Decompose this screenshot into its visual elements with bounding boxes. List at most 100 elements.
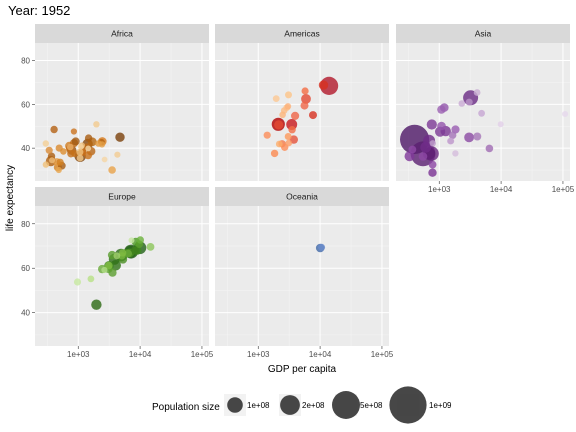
legend: Population size 1e+08 2e+08 5e+08 1e+09	[152, 386, 452, 424]
legend-label: 5e+08	[360, 401, 383, 410]
y-tick-label: 80	[21, 220, 30, 229]
data-point	[76, 154, 84, 162]
data-point	[84, 134, 93, 142]
data-point	[272, 95, 280, 102]
data-point	[285, 91, 292, 99]
data-point	[93, 121, 100, 128]
facet-strip-label: Americas	[284, 29, 319, 39]
data-point	[289, 135, 298, 144]
legend-key-circle	[227, 397, 243, 413]
facet-strip	[35, 187, 209, 206]
data-point	[71, 137, 80, 146]
facet-africa: Africa 40 60 80	[21, 24, 209, 181]
x-tick-label: 1e+05	[552, 185, 575, 194]
plot-title: Year: 1952	[8, 3, 70, 18]
data-point	[429, 140, 436, 147]
data-point	[101, 266, 108, 274]
data-point	[420, 141, 432, 153]
facet-americas: Americas	[215, 24, 389, 181]
x-tick-label: 1e+03	[247, 350, 270, 359]
data-point	[101, 156, 108, 163]
data-point	[146, 243, 155, 251]
x-tick-label: 1e+05	[191, 350, 214, 359]
data-point	[437, 105, 446, 114]
panel-background	[215, 43, 389, 181]
data-point	[98, 141, 106, 148]
data-point	[85, 145, 92, 152]
legend-key-circle	[280, 395, 300, 415]
legend-label: 2e+08	[302, 401, 325, 410]
data-point	[67, 143, 74, 151]
data-point	[50, 125, 58, 134]
data-point	[128, 237, 135, 244]
panel-background	[35, 206, 209, 346]
facet-strip-label: Oceania	[286, 192, 318, 202]
data-point	[42, 161, 50, 168]
data-point	[301, 87, 309, 95]
y-tick-label: 40	[21, 309, 30, 318]
x-tick-label: 1e+03	[67, 350, 90, 359]
data-point	[55, 166, 62, 174]
data-point	[108, 268, 117, 277]
data-point	[485, 144, 494, 153]
data-point	[428, 160, 437, 169]
data-point	[426, 119, 437, 130]
data-point	[288, 126, 296, 134]
legend-key-circle	[332, 391, 360, 419]
x-tick-label: 1e+04	[129, 350, 152, 359]
data-point	[275, 140, 283, 148]
legend-key-circle	[389, 386, 427, 424]
panel-background	[35, 43, 209, 181]
y-tick-label: 60	[21, 264, 30, 273]
legend-entry: 1e+08	[224, 394, 270, 416]
data-point	[291, 111, 300, 120]
data-point	[473, 132, 482, 141]
data-point	[45, 146, 53, 154]
data-point	[136, 236, 144, 244]
legend-entry: 2e+08	[279, 394, 325, 416]
data-point	[270, 149, 279, 158]
data-point	[113, 252, 121, 260]
data-point	[73, 278, 82, 286]
data-point	[418, 152, 428, 161]
data-point	[56, 158, 64, 166]
data-point	[263, 131, 271, 139]
data-point	[458, 100, 466, 107]
data-point	[49, 157, 55, 164]
y-tick-label: 60	[21, 100, 30, 109]
legend-entry: 1e+09	[389, 386, 452, 424]
x-tick-label: 1e+05	[371, 350, 394, 359]
data-point	[452, 150, 459, 157]
legend-label: 1e+08	[247, 401, 270, 410]
facet-strip-label: Asia	[475, 29, 492, 39]
data-point	[84, 151, 92, 160]
data-point	[408, 145, 417, 154]
data-point	[301, 94, 311, 104]
data-point	[562, 111, 569, 117]
data-point	[70, 128, 77, 135]
data-point	[318, 243, 326, 251]
data-point	[284, 103, 292, 110]
data-point	[448, 131, 457, 139]
data-point	[279, 111, 286, 119]
legend-title: Population size	[152, 402, 220, 413]
data-point	[105, 261, 113, 270]
facet-strip	[215, 187, 389, 206]
panel-background	[215, 206, 389, 346]
data-point	[274, 120, 284, 130]
x-tick-label: 1e+04	[490, 185, 513, 194]
data-point	[428, 168, 437, 177]
data-point	[284, 133, 292, 140]
data-point	[114, 151, 121, 158]
facet-strip	[396, 24, 570, 43]
data-point	[285, 139, 293, 147]
x-tick-label: 1e+04	[309, 350, 332, 359]
data-point	[300, 101, 309, 110]
facet-strip	[35, 24, 209, 43]
facet-strip-label: Africa	[111, 29, 133, 39]
data-point	[118, 249, 127, 257]
data-point	[60, 148, 67, 155]
y-tick-label: 40	[21, 144, 30, 153]
